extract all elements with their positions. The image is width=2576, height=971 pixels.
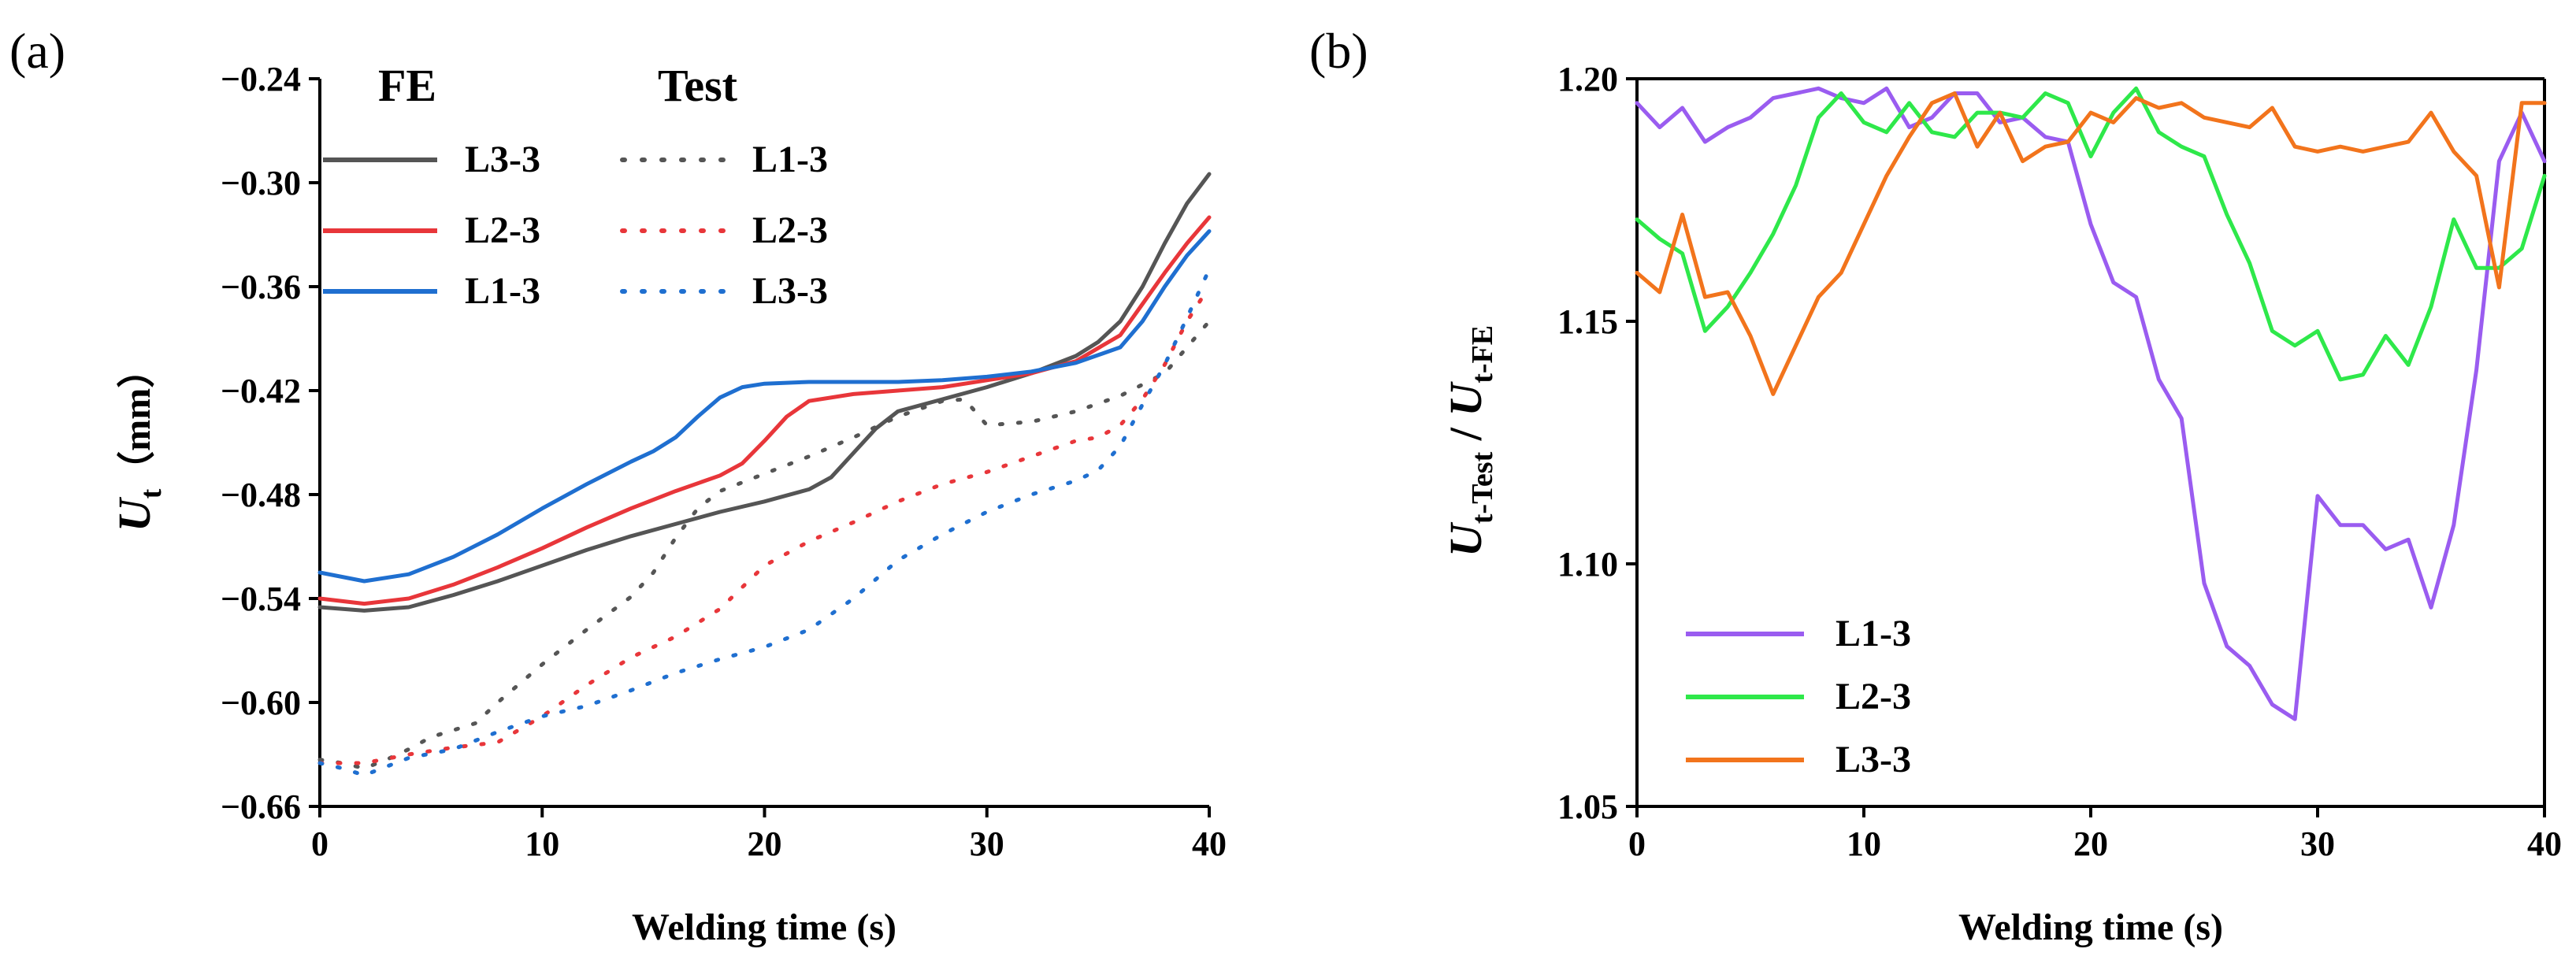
x-tick-label: 0 bbox=[1628, 825, 1646, 863]
legend-label-l3-3: L3-3 bbox=[1835, 739, 1911, 780]
y-tick-label: −0.54 bbox=[221, 580, 301, 618]
y-tick-label: −0.66 bbox=[221, 788, 301, 826]
panel-a-y-title-sub: t bbox=[135, 488, 168, 498]
x-tick-label: 40 bbox=[2527, 825, 2562, 863]
legend-label-fe-l2-3: L2-3 bbox=[465, 209, 540, 251]
series-line-test-l1-3 bbox=[317, 319, 1212, 771]
series-line-test-l3-3 bbox=[317, 267, 1212, 777]
x-tick-label: 0 bbox=[311, 825, 328, 863]
legend-label-fe-l1-3: L1-3 bbox=[465, 270, 540, 312]
panel-a-ticks: 0 10 20 30 40 −0.24 −0.30 −0.36 −0.42 −0.48 −0.54 −… bbox=[221, 60, 1227, 863]
panel-b-y-title-sep: / bbox=[1440, 417, 1491, 452]
legend-label-l1-3: L1-3 bbox=[1835, 613, 1911, 654]
panel-a-x-axis-title: Welding time (s) bbox=[632, 906, 896, 948]
series-line-fe-l3-3 bbox=[317, 172, 1212, 613]
series-line-fe-l1-3 bbox=[317, 229, 1212, 584]
panel-b-legend: L1-3 L2-3 L3-3 bbox=[1686, 613, 1911, 780]
series-line-l1-3 bbox=[1635, 86, 2547, 721]
panel-a-label: (a) bbox=[9, 23, 65, 79]
panel-a-y-axis-title: Ut（mm） bbox=[109, 350, 168, 532]
y-tick-label: 1.10 bbox=[1557, 545, 1618, 584]
series-line-test-l2-3 bbox=[317, 284, 1212, 765]
legend-head-fe: FE bbox=[378, 60, 436, 111]
y-tick-label: 1.05 bbox=[1557, 788, 1618, 826]
panel-b-y-title-num-sub: t-Test bbox=[1466, 451, 1499, 524]
panel-b-ticks: 0 10 20 30 40 1.05 1.10 1.15 1.20 bbox=[1557, 60, 2562, 863]
panel-b-y-axis-title: Ut-Test / Ut-FE bbox=[1440, 325, 1499, 557]
legend-label-test-l1-3: L1-3 bbox=[752, 139, 828, 180]
panel-a-chart: (a) 0 10 20 30 40 −0.24 −0.30 −0.36 −0.42 −0.48 −0… bbox=[9, 23, 1227, 948]
panel-b-chart: (b) 0 10 20 30 40 1.05 1.10 1.15 1.20 L1-3 L2-3 L3… bbox=[1309, 23, 2562, 948]
legend-label-test-l2-3: L2-3 bbox=[752, 209, 828, 251]
legend-label-test-l3-3: L3-3 bbox=[752, 270, 828, 312]
y-tick-label: 1.20 bbox=[1557, 60, 1618, 98]
y-tick-label: −0.42 bbox=[221, 372, 301, 410]
x-tick-label: 20 bbox=[2073, 825, 2108, 863]
panel-a-series bbox=[317, 172, 1212, 777]
x-tick-label: 20 bbox=[748, 825, 782, 863]
x-tick-label: 10 bbox=[1847, 825, 1881, 863]
panel-b-series bbox=[1635, 86, 2547, 721]
x-tick-label: 30 bbox=[970, 825, 1004, 863]
series-line-l2-3 bbox=[1635, 86, 2547, 382]
y-tick-label: 1.15 bbox=[1557, 302, 1618, 341]
panel-b-y-title-den-sub: t-FE bbox=[1466, 325, 1499, 384]
x-tick-label: 10 bbox=[525, 825, 559, 863]
y-tick-label: −0.60 bbox=[221, 684, 301, 722]
legend-label-l2-3: L2-3 bbox=[1835, 676, 1911, 717]
panel-b-y-title-den-main: U bbox=[1440, 381, 1491, 417]
panel-a-y-title-main: U bbox=[109, 496, 160, 532]
panel-b-y-title-num-main: U bbox=[1440, 521, 1491, 557]
panel-a-y-title-unit: （mm） bbox=[117, 350, 158, 489]
legend-head-test: Test bbox=[658, 60, 738, 111]
y-tick-label: −0.48 bbox=[221, 476, 301, 514]
panel-b-x-axis-title: Welding time (s) bbox=[1958, 906, 2223, 948]
x-tick-label: 30 bbox=[2300, 825, 2335, 863]
legend-label-fe-l3-3: L3-3 bbox=[465, 139, 540, 180]
x-tick-label: 40 bbox=[1192, 825, 1227, 863]
y-tick-label: −0.36 bbox=[221, 268, 301, 306]
panel-a-legend: FE Test L3-3 L2-3 L1-3 L1-3 L2-3 L3-3 bbox=[323, 60, 828, 312]
panel-b-label: (b) bbox=[1309, 23, 1368, 79]
y-tick-label: −0.30 bbox=[221, 164, 301, 202]
series-line-l3-3 bbox=[1635, 91, 2547, 396]
series-line-fe-l2-3 bbox=[317, 215, 1212, 606]
y-tick-label: −0.24 bbox=[221, 60, 301, 98]
